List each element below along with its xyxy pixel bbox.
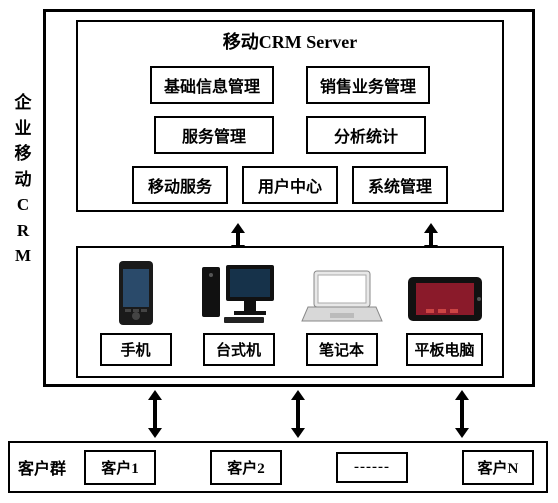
device-desktop: 台式机 (191, 255, 287, 366)
module-mobile-service: 移动服务 (132, 166, 228, 204)
vl-3: 动 (12, 167, 34, 193)
laptop-icon (300, 255, 384, 327)
arrow-head-up-icon (291, 390, 305, 400)
desktop-icon (200, 255, 278, 327)
module-analytics: 分析统计 (306, 116, 426, 154)
customers-group-label: 客户群 (18, 455, 66, 479)
device-tablet: 平板电脑 (397, 255, 493, 366)
vl-6: M (12, 243, 34, 269)
module-user-center: 用户中心 (242, 166, 338, 204)
arrow-shaft (429, 233, 433, 245)
arrow-shaft (460, 400, 464, 428)
phone-icon (115, 255, 157, 327)
module-sales: 销售业务管理 (306, 66, 430, 104)
customer-2: 客户2 (210, 450, 282, 485)
tablet-icon (404, 255, 486, 327)
arrow-bidirectional (149, 390, 161, 438)
customer-n: 客户N (462, 450, 534, 485)
device-phone-label: 手机 (100, 333, 172, 366)
device-desktop-label: 台式机 (203, 333, 275, 366)
server-title: 移动CRM Server (78, 28, 502, 54)
arrow-bidirectional (456, 390, 468, 438)
customer-ellipsis: ------ (336, 452, 408, 483)
arrow-shaft (153, 400, 157, 428)
arrow-head-down-icon (291, 428, 305, 438)
device-laptop: 笔记本 (294, 255, 390, 366)
arrow-bidirectional (292, 390, 304, 438)
arrow-shaft (236, 233, 240, 245)
crm-server-box: 移动CRM Server 基础信息管理 销售业务管理 服务管理 分析统计 移动服… (76, 20, 504, 212)
customers-row: 客户1 客户2 ------ 客户N (84, 450, 538, 485)
enterprise-crm-container: 移动CRM Server 基础信息管理 销售业务管理 服务管理 分析统计 移动服… (43, 9, 535, 387)
server-row-1: 基础信息管理 销售业务管理 (78, 66, 502, 104)
vl-5: R (12, 218, 34, 244)
module-basic-info: 基础信息管理 (150, 66, 274, 104)
server-row-2: 服务管理 分析统计 (78, 116, 502, 154)
device-laptop-label: 笔记本 (306, 333, 378, 366)
vl-4: C (12, 192, 34, 218)
vl-0: 企 (12, 90, 34, 116)
customer-1: 客户1 (84, 450, 156, 485)
vl-2: 移 (12, 141, 34, 167)
module-service: 服务管理 (154, 116, 274, 154)
device-tablet-label: 平板电脑 (406, 333, 482, 366)
device-phone: 手机 (88, 255, 184, 366)
arrow-head-up-icon (231, 223, 245, 233)
arrow-head-up-icon (455, 390, 469, 400)
customers-box: 客户群 客户1 客户2 ------ 客户N (8, 441, 548, 493)
enterprise-mobile-crm-label: 企 业 移 动 C R M (12, 90, 34, 269)
vl-1: 业 (12, 116, 34, 142)
devices-box: 手机 台式机 (76, 246, 504, 378)
arrow-head-up-icon (424, 223, 438, 233)
arrow-head-up-icon (148, 390, 162, 400)
arrow-shaft (296, 400, 300, 428)
server-row-3: 移动服务 用户中心 系统管理 (78, 166, 502, 204)
module-system-mgmt: 系统管理 (352, 166, 448, 204)
arrow-head-down-icon (455, 428, 469, 438)
arrow-head-down-icon (148, 428, 162, 438)
